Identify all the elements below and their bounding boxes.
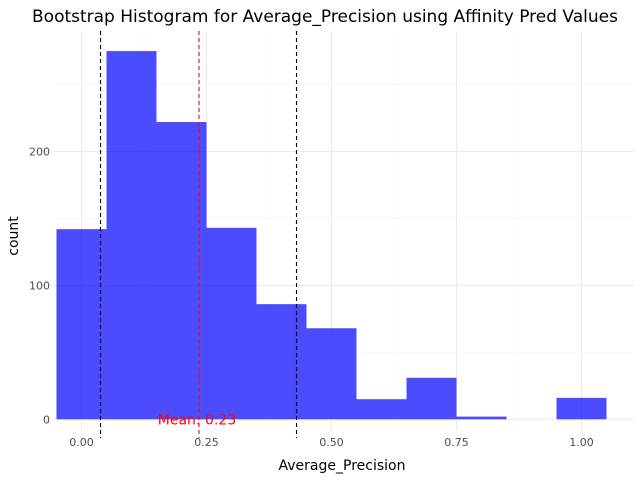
histogram-bar [206,227,257,420]
histogram-bar [306,328,357,420]
x-tick-label: 0.00 [69,436,94,449]
x-tick-label: 0.25 [194,436,219,449]
x-tick-label: 0.75 [444,436,469,449]
mean-annotation: Mean: 0.23 [158,412,236,428]
y-tick-label: 200 [29,146,50,159]
histogram-bar [406,377,457,420]
histogram-bar [106,51,157,420]
y-axis-title: count [6,216,22,256]
histogram-bar [256,304,307,420]
histogram-bar [456,416,507,420]
chart-title: Bootstrap Histogram for Average_Precisio… [32,7,618,27]
histogram-bar [156,122,207,420]
y-tick-labels: 0 100 200 [29,146,50,427]
histogram-bar [56,229,107,420]
histogram-bar [556,397,607,420]
x-tick-labels: 0.00 0.25 0.50 0.75 1.00 [69,436,594,449]
reference-lines [99,31,298,438]
x-tick-label: 1.00 [569,436,594,449]
y-tick-label: 100 [29,279,50,292]
histogram-bars [56,51,607,420]
x-tick-label: 0.50 [319,436,344,449]
histogram-bar [356,399,407,420]
y-tick-label: 0 [43,413,50,426]
x-axis-title: Average_Precision [279,458,406,474]
